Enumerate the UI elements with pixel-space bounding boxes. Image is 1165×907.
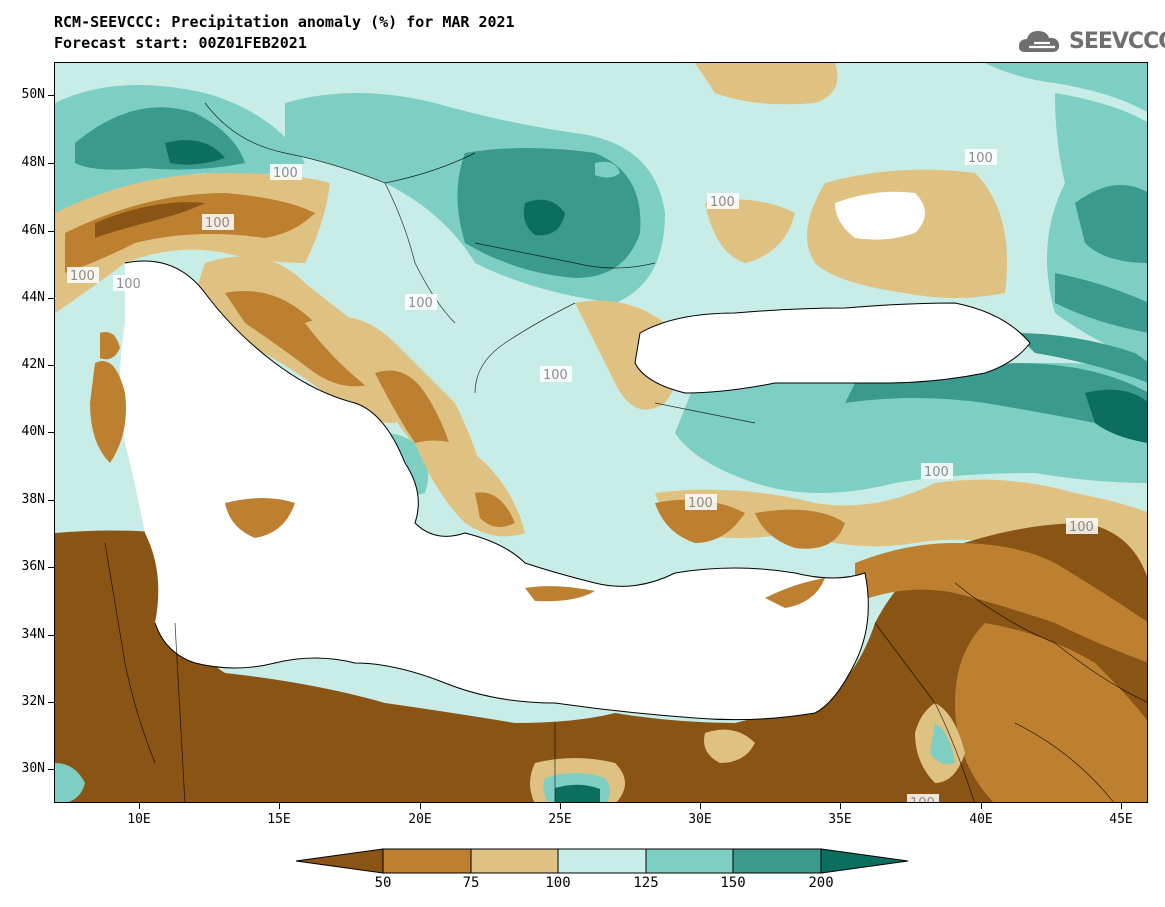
- lat-label: 30N: [21, 761, 45, 776]
- lat-label: 40N: [21, 424, 45, 439]
- lon-tick: [1121, 803, 1122, 809]
- lat-tick: [48, 635, 54, 636]
- lat-label: 48N: [21, 155, 45, 170]
- contour-label: 100: [543, 368, 568, 383]
- lon-label: 10E: [127, 812, 151, 827]
- lat-label: 36N: [21, 559, 45, 574]
- colorbar-segment: [557, 848, 647, 874]
- lon-tick: [139, 803, 140, 809]
- contour-label: 100: [408, 296, 433, 311]
- contour-label: 100: [70, 269, 95, 284]
- contour-label: 100: [910, 796, 935, 803]
- lon-label: 15E: [267, 812, 291, 827]
- lon-label: 30E: [688, 812, 712, 827]
- lon-tick: [840, 803, 841, 809]
- lat-label: 34N: [21, 627, 45, 642]
- lat-label: 32N: [21, 694, 45, 709]
- lon-tick: [420, 803, 421, 809]
- lat-tick: [48, 567, 54, 568]
- lat-tick: [48, 95, 54, 96]
- lon-label: 45E: [1109, 812, 1133, 827]
- colorbar-segment: [382, 848, 472, 874]
- colorbar-label: 125: [633, 875, 659, 891]
- colorbar-label: 50: [374, 875, 392, 891]
- colorbar-label: 75: [462, 875, 480, 891]
- lat-tick: [48, 500, 54, 501]
- contour-label: 100: [968, 151, 993, 166]
- precipitation-field: 100 100 100 100 100 100 100 100 100 100 …: [55, 63, 1147, 803]
- lat-label: 44N: [21, 290, 45, 305]
- colorbar-label: 150: [720, 875, 746, 891]
- colorbar-segment: [470, 848, 559, 874]
- lat-tick: [48, 769, 54, 770]
- lon-tick: [981, 803, 982, 809]
- lat-tick: [48, 231, 54, 232]
- lat-label: 42N: [21, 357, 45, 372]
- colorbar-segment: [820, 848, 909, 874]
- lon-tick: [560, 803, 561, 809]
- lon-tick: [279, 803, 280, 809]
- seevccc-logo: SEEVCCC: [1017, 24, 1165, 58]
- colorbar-label: 200: [808, 875, 834, 891]
- lat-tick: [48, 365, 54, 366]
- logo-text: SEEVCCC: [1069, 28, 1165, 54]
- lon-label: 20E: [408, 812, 432, 827]
- colorbar-segment: [296, 848, 384, 874]
- lon-tick: [700, 803, 701, 809]
- lat-tick: [48, 298, 54, 299]
- colorbar-segment: [732, 848, 822, 874]
- lat-label: 46N: [21, 223, 45, 238]
- colorbar: [296, 848, 909, 874]
- precipitation-map: 100 100 100 100 100 100 100 100 100 100 …: [54, 62, 1148, 803]
- forecast-start-subtitle: Forecast start: 00Z01FEB2021: [54, 34, 307, 52]
- lat-label: 38N: [21, 492, 45, 507]
- lat-tick: [48, 702, 54, 703]
- contour-label: 100: [1069, 520, 1094, 535]
- contour-label: 100: [273, 166, 298, 181]
- lat-label: 50N: [21, 87, 45, 102]
- contour-label: 100: [116, 277, 141, 292]
- lat-tick: [48, 432, 54, 433]
- contour-label: 100: [205, 216, 230, 231]
- contour-label: 100: [924, 465, 949, 480]
- map-title: RCM-SEEVCCC: Precipitation anomaly (%) f…: [54, 13, 515, 31]
- cloud-logo-icon: [1018, 31, 1060, 52]
- colorbar-segment: [645, 848, 734, 874]
- lon-label: 35E: [828, 812, 852, 827]
- lat-tick: [48, 163, 54, 164]
- lon-label: 25E: [548, 812, 572, 827]
- contour-label: 100: [688, 496, 713, 511]
- lon-label: 40E: [969, 812, 993, 827]
- colorbar-label: 100: [545, 875, 571, 891]
- contour-label: 100: [710, 195, 735, 210]
